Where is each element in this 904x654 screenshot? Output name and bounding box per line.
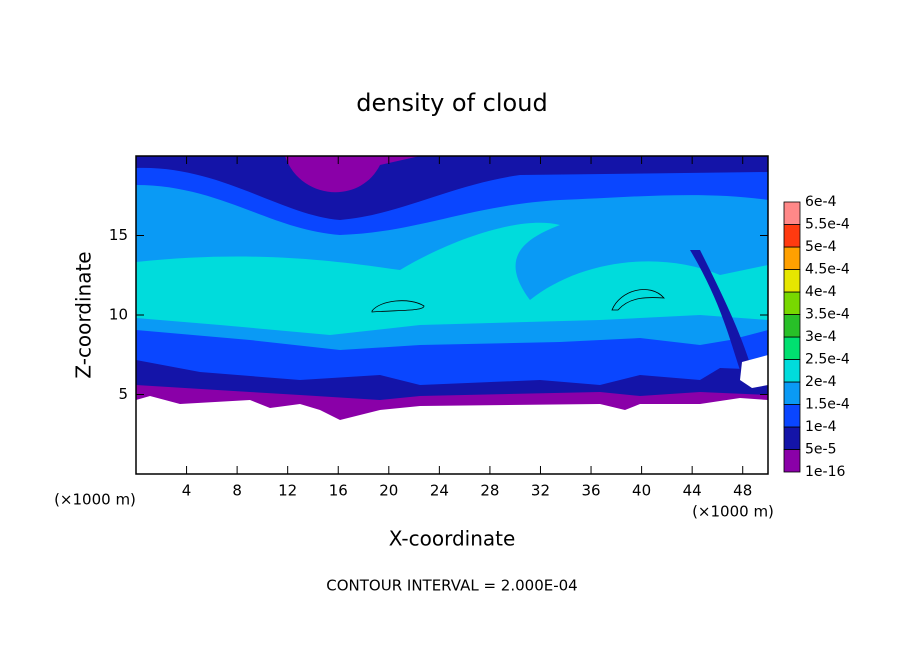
chart-title: density of cloud [356, 89, 547, 117]
colorbar-label: 4.5e-4 [805, 262, 850, 278]
x-tick-label: 4 [182, 482, 192, 500]
x-tick-label: 12 [278, 482, 297, 500]
x-tick-label: 16 [329, 482, 348, 500]
colorbar-box [783, 314, 801, 338]
field [136, 156, 768, 420]
footer: CONTOUR INTERVAL = 2.000E-04 [326, 577, 577, 595]
region [136, 222, 768, 335]
colorbar-label: 5e-4 [805, 239, 837, 255]
colorbar-box [783, 359, 801, 383]
colorbar-box [783, 404, 801, 428]
y-tick-label: 15 [109, 226, 128, 244]
colorbar-box [783, 426, 801, 450]
colorbar-label: 3.5e-4 [805, 307, 850, 323]
colorbar-label: 4e-4 [805, 284, 837, 300]
colorbar-box [783, 291, 801, 315]
y-tick-label: 5 [118, 385, 128, 403]
colorbar-box [783, 269, 801, 293]
colorbar-label: 2e-4 [805, 374, 837, 390]
x-tick-label: 48 [733, 482, 752, 500]
y-axis-title: Z-coordinate [72, 251, 96, 378]
colorbar-label: 3e-4 [805, 329, 837, 345]
colorbar-label: 1.5e-4 [805, 397, 850, 413]
x-tick-label: 20 [379, 482, 398, 500]
colorbar-label: 1e-16 [805, 464, 845, 480]
x-tick-label: 36 [581, 482, 600, 500]
white-gap [740, 355, 768, 388]
colorbar-label: 5e-5 [805, 442, 836, 458]
x-tick-label: 28 [480, 482, 499, 500]
x-tick-label: 8 [232, 482, 242, 500]
contour-line [611, 289, 665, 311]
region [690, 250, 752, 370]
colorbar-label: 1e-4 [805, 419, 837, 435]
x-axis-title: X-coordinate [389, 527, 516, 551]
contour-line [371, 300, 425, 313]
colorbar-label: 6e-4 [805, 194, 837, 210]
colorbar-box [783, 246, 801, 270]
colorbar-box [783, 336, 801, 360]
x-unit: (×1000 m) [54, 491, 136, 509]
x-tick-label: 40 [632, 482, 651, 500]
colorbar-label: 2.5e-4 [805, 352, 850, 368]
x-tick-label: 24 [430, 482, 449, 500]
y-tick-label: 10 [109, 306, 128, 324]
x-tick-label: 44 [683, 482, 702, 500]
x-unit: (×1000 m) [692, 503, 774, 521]
colorbar-box [783, 201, 801, 225]
colorbar-label: 5.5e-4 [805, 217, 850, 233]
colorbar-box [783, 449, 801, 473]
colorbar-box [783, 224, 801, 248]
colorbar-box [783, 381, 801, 405]
x-tick-label: 32 [531, 482, 550, 500]
